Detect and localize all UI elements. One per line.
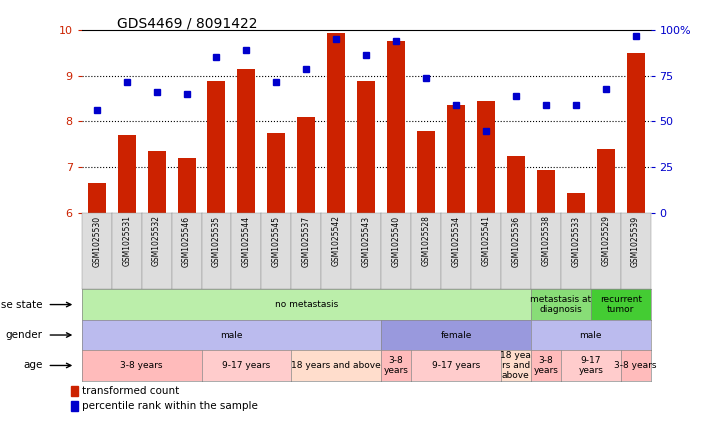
Text: GSM1025543: GSM1025543 (362, 215, 370, 266)
Bar (118, 135, 136, 213)
Text: GSM1025538: GSM1025538 (541, 215, 550, 266)
Bar (71, 386, 78, 396)
Text: 18 yea
rs and
above: 18 yea rs and above (501, 351, 531, 380)
Text: GSM1025546: GSM1025546 (182, 215, 191, 266)
Text: 3-8 years: 3-8 years (614, 361, 657, 370)
Text: GSM1025529: GSM1025529 (602, 215, 610, 266)
Text: transformed count: transformed count (82, 386, 180, 396)
Text: GSM1025540: GSM1025540 (392, 215, 400, 266)
Bar (148, 151, 166, 213)
Text: male: male (220, 330, 242, 340)
Text: gender: gender (6, 330, 43, 340)
Text: GSM1025535: GSM1025535 (212, 215, 221, 266)
Text: GSM1025530: GSM1025530 (92, 215, 101, 266)
Text: GSM1025539: GSM1025539 (631, 215, 640, 266)
Text: age: age (23, 360, 43, 371)
Text: 9-17
years: 9-17 years (578, 356, 603, 375)
Text: female: female (440, 330, 471, 340)
Bar (417, 131, 435, 213)
Bar (178, 158, 196, 213)
Bar (87, 183, 106, 213)
Text: GSM1025537: GSM1025537 (301, 215, 311, 266)
Bar (357, 81, 375, 213)
Bar (387, 41, 405, 213)
Bar (237, 69, 255, 213)
Bar (567, 192, 584, 213)
Bar (597, 149, 614, 213)
Bar (297, 117, 315, 213)
Text: GSM1025528: GSM1025528 (422, 215, 431, 266)
Bar (447, 105, 465, 213)
Bar (267, 133, 285, 213)
Text: GSM1025542: GSM1025542 (332, 215, 341, 266)
Bar (626, 52, 645, 213)
Text: metastasis at
diagnosis: metastasis at diagnosis (530, 295, 592, 314)
Text: 9-17 years: 9-17 years (223, 361, 271, 370)
Bar (477, 101, 495, 213)
Text: 3-8
years: 3-8 years (533, 356, 558, 375)
Text: no metastasis: no metastasis (274, 300, 338, 309)
Text: 18 years and above: 18 years and above (292, 361, 381, 370)
Text: GSM1025545: GSM1025545 (272, 215, 281, 266)
Text: GSM1025532: GSM1025532 (152, 215, 161, 266)
Text: GSM1025533: GSM1025533 (571, 215, 580, 266)
Text: 3-8
years: 3-8 years (384, 356, 409, 375)
Bar (537, 170, 555, 213)
Bar (507, 156, 525, 213)
Bar (208, 81, 225, 213)
Text: 9-17 years: 9-17 years (432, 361, 480, 370)
Text: recurrent
tumor: recurrent tumor (599, 295, 641, 314)
Bar (327, 33, 346, 213)
Text: GSM1025544: GSM1025544 (242, 215, 251, 266)
Text: GSM1025536: GSM1025536 (511, 215, 520, 266)
Text: GSM1025534: GSM1025534 (451, 215, 461, 266)
Text: 3-8 years: 3-8 years (120, 361, 163, 370)
Bar (71, 401, 78, 411)
Text: disease state: disease state (0, 299, 43, 310)
Text: GSM1025531: GSM1025531 (122, 215, 131, 266)
Text: GSM1025541: GSM1025541 (481, 215, 491, 266)
Text: percentile rank within the sample: percentile rank within the sample (82, 401, 258, 411)
Text: male: male (579, 330, 602, 340)
Text: GDS4469 / 8091422: GDS4469 / 8091422 (117, 17, 258, 31)
